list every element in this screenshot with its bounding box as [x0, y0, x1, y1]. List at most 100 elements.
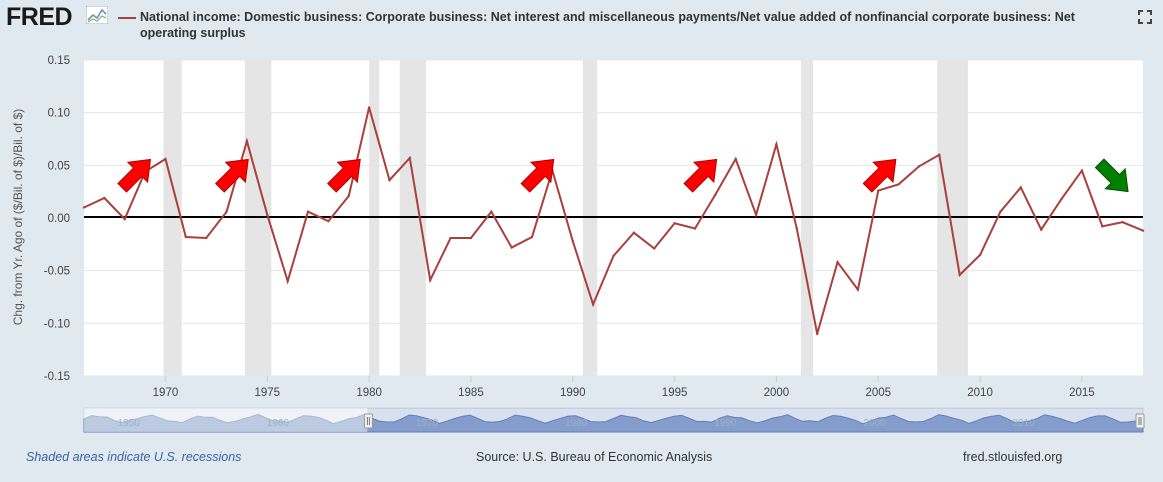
navigator-tick-label: 1980 [565, 418, 588, 429]
line-graph-icon [86, 6, 108, 24]
gridlines [84, 59, 1143, 377]
data-point [245, 139, 249, 143]
data-point [204, 236, 208, 240]
data-point [978, 253, 982, 257]
y-axis-ticks: 0.15 0.10 0.05 0.00 -0.05 -0.10 -0.15 [44, 55, 70, 383]
data-point [1141, 229, 1145, 232]
y-tick-label: 0.10 [48, 108, 70, 120]
y-tick-label: -0.10 [44, 318, 70, 330]
y-tick-label: 0.05 [48, 160, 70, 172]
data-point [632, 231, 636, 234]
data-point [1039, 228, 1043, 231]
data-point [266, 213, 269, 217]
data-point [347, 194, 350, 198]
x-tick-label: 2000 [764, 387, 790, 399]
data-point [999, 210, 1002, 213]
navigator-tick-label: 1950 [118, 418, 141, 429]
navigator-tick-label: 2010 [1013, 418, 1036, 429]
data-point [1060, 197, 1063, 201]
series-points [82, 106, 1145, 336]
navigator-tick-label: 2000 [863, 418, 886, 429]
data-point [673, 222, 676, 225]
data-point [490, 210, 493, 213]
fred-logo[interactable]: FRED [6, 3, 73, 31]
x-tick-label: 1995 [662, 387, 688, 399]
drag-handle-icon[interactable] [363, 413, 373, 429]
x-tick-label: 2015 [1069, 387, 1095, 399]
x-tick-label: 1970 [153, 387, 179, 399]
range-navigator[interactable]: 1950 1960 1970 1980 1990 2000 2010 [83, 407, 1145, 433]
data-point [571, 239, 574, 243]
data-point [775, 143, 778, 146]
navigator-selection [367, 408, 1143, 432]
site-link[interactable]: fred.stlouisfed.org [963, 450, 1063, 464]
chart-header: FRED National income: Domestic business:… [0, 0, 1163, 50]
data-point [449, 236, 452, 240]
drag-handle-body [1135, 413, 1145, 429]
data-point [408, 156, 412, 160]
data-point [1019, 186, 1023, 189]
y-tick-label: 0.00 [48, 213, 70, 225]
data-point [103, 196, 106, 200]
x-axis-ticks: 1970 1975 1980 1985 1990 1995 2000 2005 2010 2015 [153, 376, 1095, 399]
fullscreen-icon[interactable] [1138, 10, 1152, 24]
red-up-arrow-icon [862, 158, 897, 193]
data-point [734, 157, 737, 161]
data-point [1080, 169, 1084, 172]
data-point [877, 189, 880, 192]
series-legend-swatch [118, 17, 136, 19]
data-point [469, 236, 473, 240]
x-tick-label: 1985 [458, 387, 484, 399]
data-point [123, 217, 126, 221]
data-point [815, 332, 819, 336]
data-point [795, 227, 798, 230]
data-point [917, 165, 921, 168]
data-point [1101, 225, 1104, 228]
x-tick-label: 2010 [967, 387, 993, 399]
data-point [856, 288, 860, 291]
data-point [938, 153, 941, 156]
data-point [164, 157, 167, 161]
red-up-arrow-icon [214, 158, 249, 193]
red-up-arrow-icon [520, 158, 555, 193]
navigator-unselected-mask [84, 408, 368, 432]
data-point [367, 106, 371, 109]
drag-handle-body [363, 413, 373, 429]
y-axis-label: Chg. from Yr. Ago of ($/Bil. of $)/Bil. … [11, 109, 25, 326]
y-tick-label: -0.05 [44, 266, 70, 278]
x-tick-label: 1975 [254, 387, 280, 399]
x-tick-label: 1990 [560, 387, 586, 399]
data-point [225, 210, 228, 213]
data-point [327, 219, 330, 223]
data-point [958, 273, 961, 277]
navigator-tick-label: 1970 [416, 418, 439, 429]
data-point [82, 206, 86, 209]
series-title: National income: Domestic business: Corp… [140, 10, 1075, 40]
navigator-tick-label: 1990 [714, 418, 737, 429]
data-point [1121, 221, 1124, 224]
data-point [612, 254, 615, 258]
data-point [693, 227, 697, 230]
data-point [429, 278, 432, 282]
data-point [530, 235, 534, 239]
red-up-arrow-icon [117, 158, 152, 193]
green-down-arrow-icon [1094, 158, 1129, 193]
y-tick-label: -0.15 [44, 371, 70, 383]
data-point [754, 213, 758, 217]
drag-handle-icon[interactable] [1135, 413, 1145, 429]
red-up-arrow-icon [326, 158, 361, 193]
data-point [388, 178, 391, 182]
x-tick-label: 2005 [865, 387, 891, 399]
data-point [591, 303, 595, 306]
data-point [653, 247, 656, 250]
y-tick-label: 0.15 [48, 55, 70, 67]
data-point [510, 246, 513, 249]
recession-note-link[interactable]: Shaded areas indicate U.S. recessions [26, 450, 242, 464]
data-point [184, 235, 188, 239]
data-point [714, 193, 717, 197]
x-tick-label: 1980 [356, 387, 382, 399]
navigator-tick-label: 1960 [267, 418, 290, 429]
data-point [836, 261, 839, 264]
source-text: Source: U.S. Bureau of Economic Analysis [476, 450, 713, 464]
